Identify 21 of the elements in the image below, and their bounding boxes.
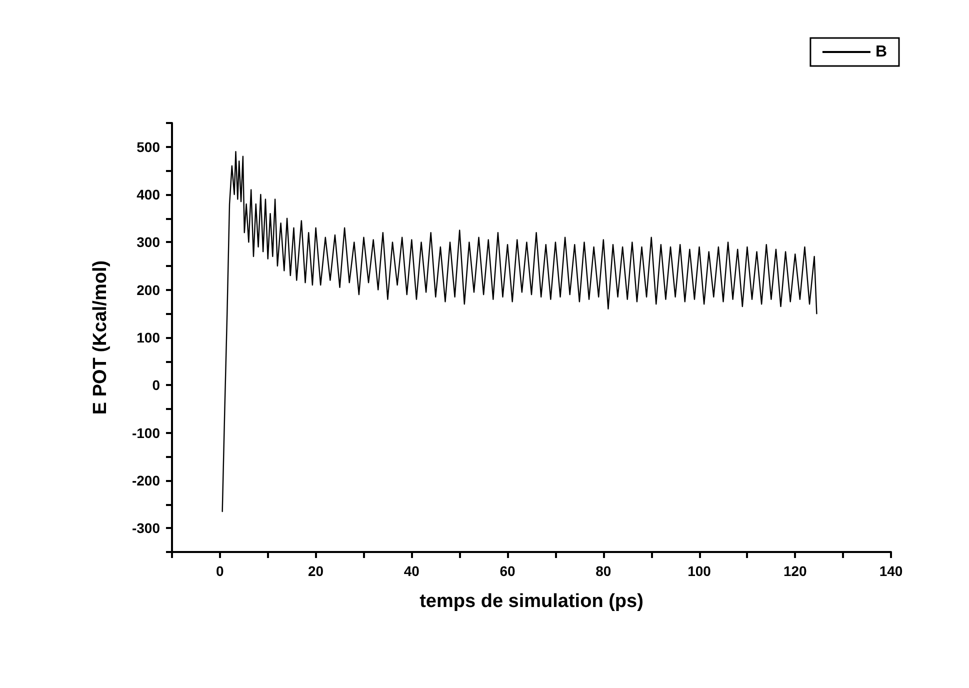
y-tick-label: 300 xyxy=(136,234,160,250)
x-tick-label: 20 xyxy=(308,563,324,579)
y-tick-label: 200 xyxy=(136,282,160,298)
legend-label: B xyxy=(875,44,888,60)
x-tick-label: 40 xyxy=(404,563,420,579)
y-tick-label: -200 xyxy=(132,472,160,488)
y-tick-label: 500 xyxy=(136,138,160,155)
line-series xyxy=(222,151,818,512)
y-tick-label: 0 xyxy=(152,377,160,394)
x-axis-title: temps de simulation (ps) xyxy=(420,591,644,612)
y-axis-title: E POT (Kcal/mol) xyxy=(90,260,111,415)
x-tick-label: 60 xyxy=(500,563,516,579)
x-tick-label: 100 xyxy=(688,563,712,579)
y-tick-label: -100 xyxy=(132,424,160,441)
x-tick-label: 0 xyxy=(216,563,224,579)
y-tick-label: 400 xyxy=(136,186,160,202)
x-tick-label: 80 xyxy=(596,563,612,579)
x-tick-label: 140 xyxy=(879,563,903,579)
x-tick-label: 120 xyxy=(783,563,808,579)
y-tick-label: 100 xyxy=(136,330,160,346)
y-tick-label: -300 xyxy=(132,520,160,536)
